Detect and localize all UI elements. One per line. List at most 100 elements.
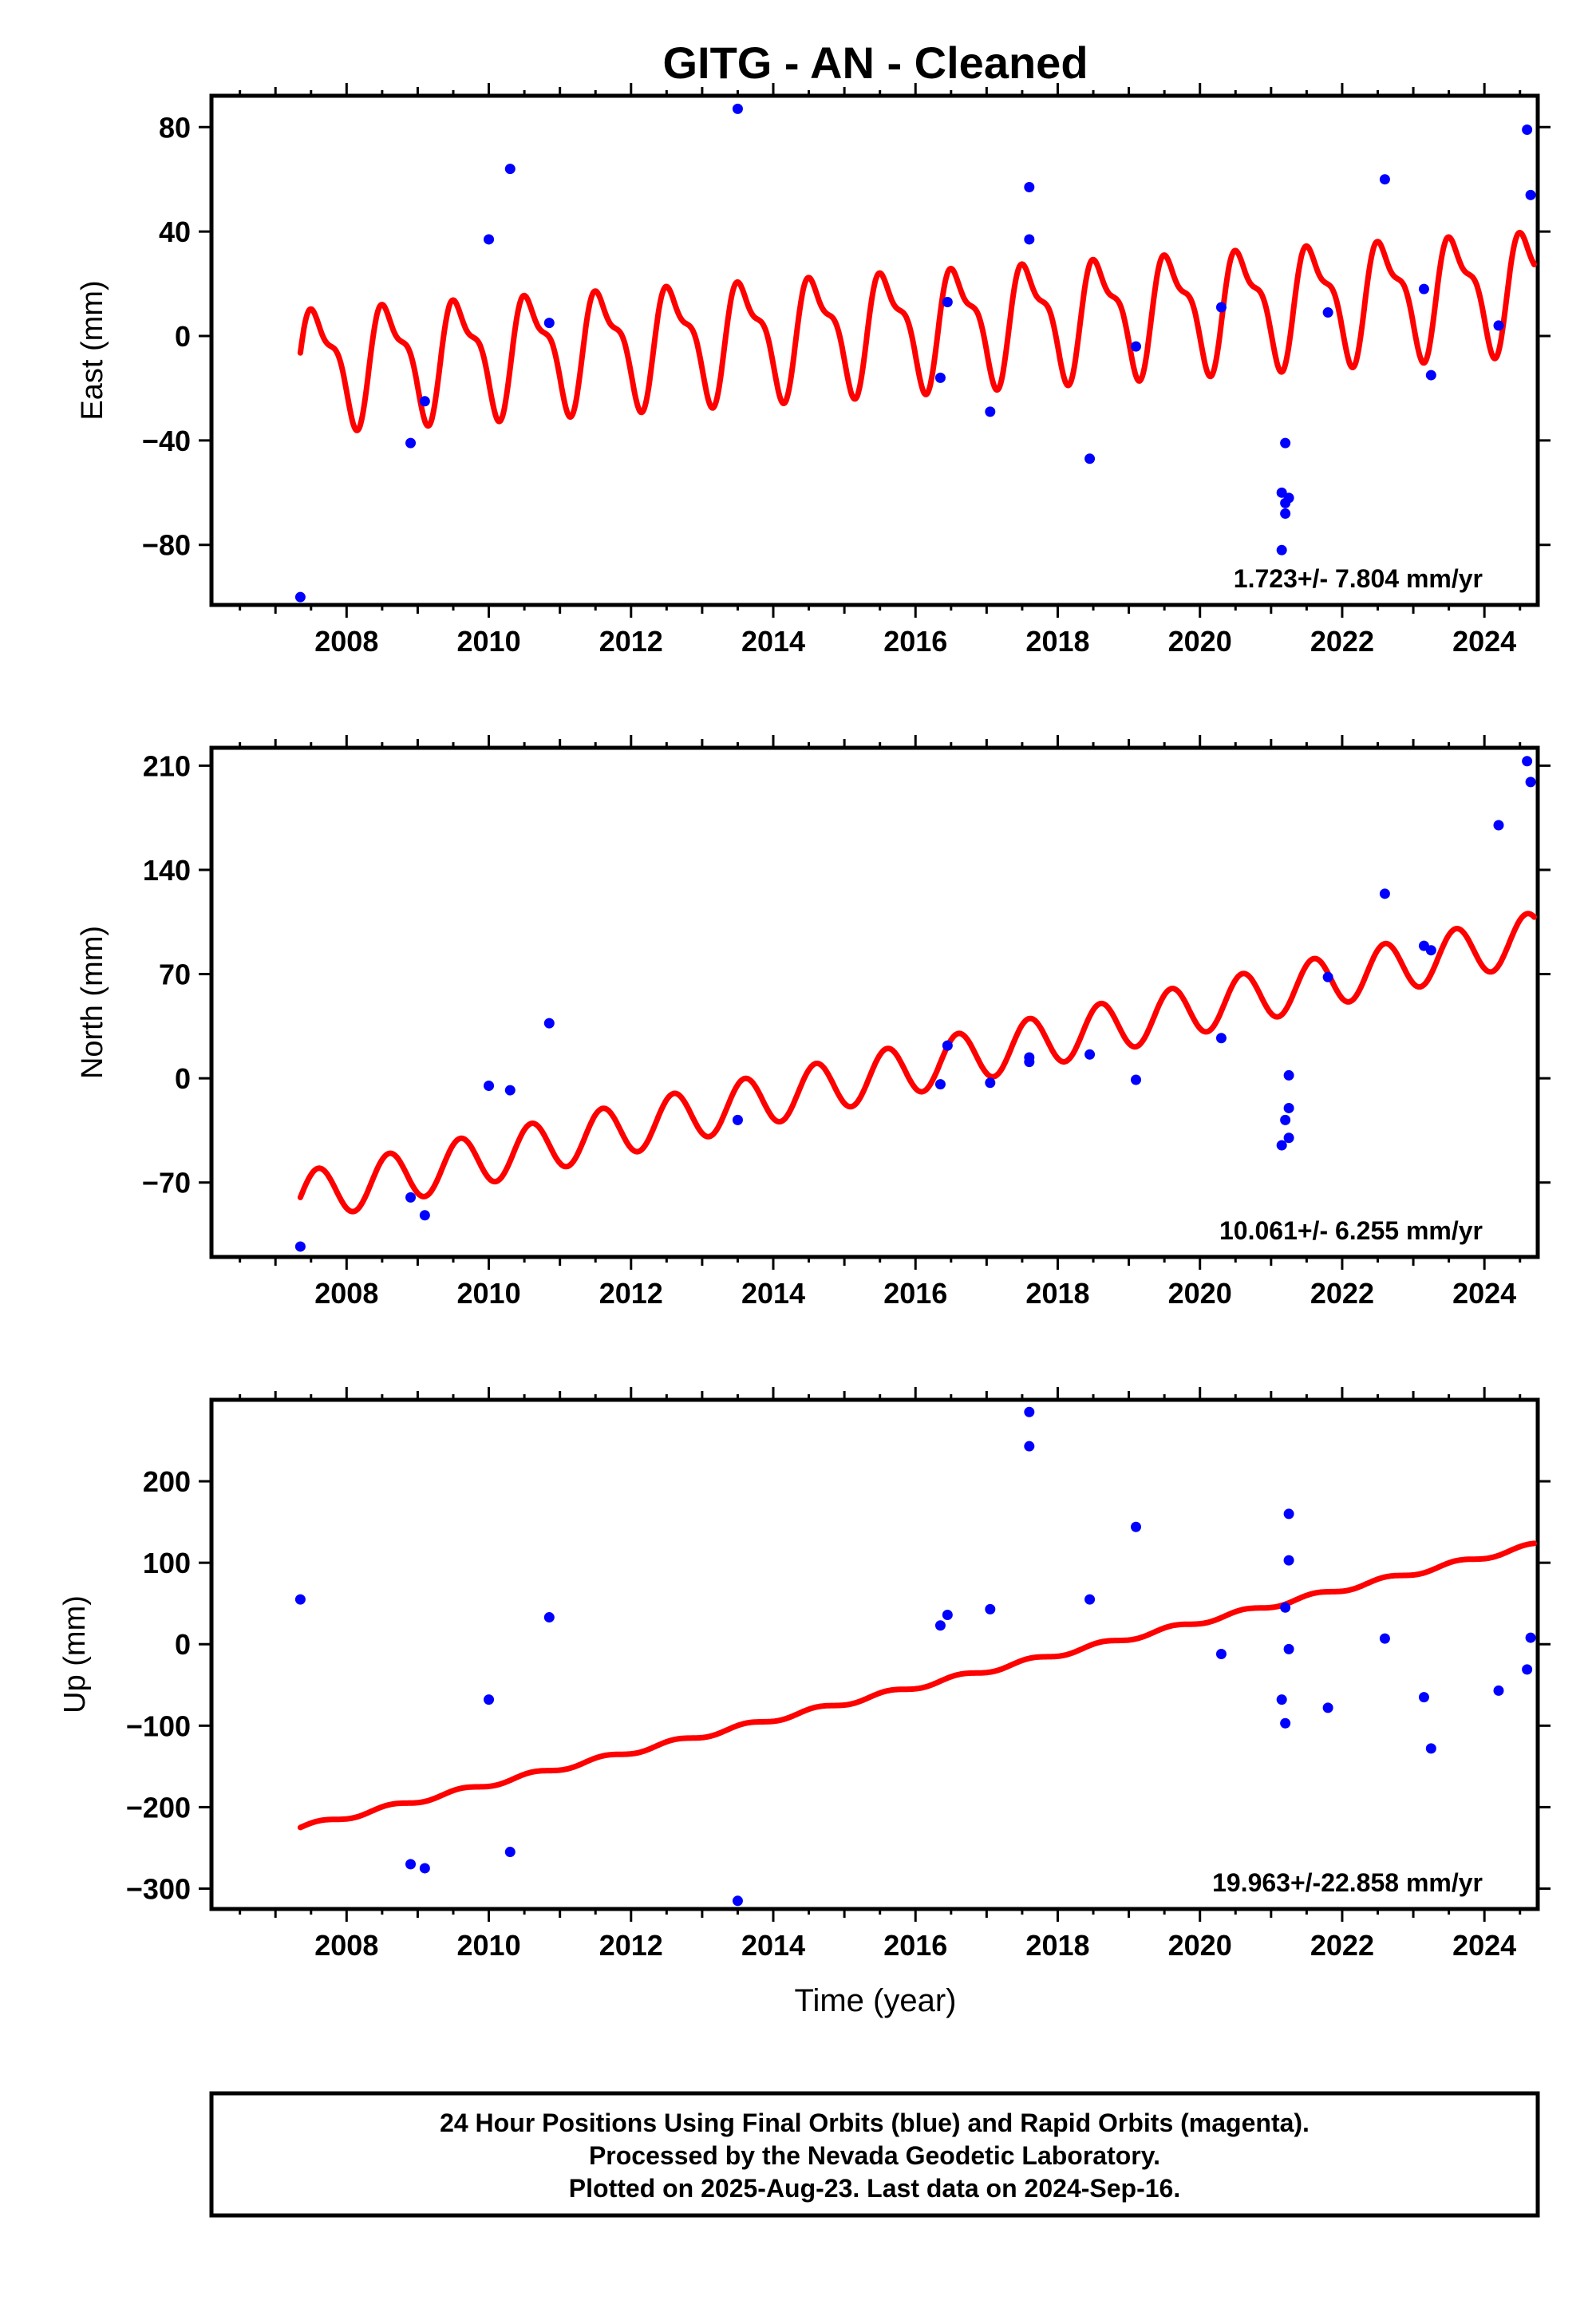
north-data-point (1283, 1132, 1294, 1144)
up-y-tick-label: −100 (126, 1709, 191, 1742)
up-data-point (732, 1895, 743, 1907)
east-panel: 2008 2010 2012 2014 2016 2018 2020 2022 2024 80 40… (76, 83, 1551, 658)
east-x-tick-label-2022: 2022 (1310, 625, 1374, 658)
east-y-tick-label: −80 (142, 529, 191, 562)
east-x-tick-label-2014: 2014 (741, 625, 805, 658)
east-data-point (1322, 307, 1333, 318)
up-x-tick-label-2024: 2024 (1452, 1929, 1516, 1962)
north-x-tick-label-2020: 2020 (1168, 1277, 1232, 1310)
up-x-tick-label-2008: 2008 (314, 1929, 378, 1962)
up-data-point (1522, 1664, 1533, 1675)
north-data-point (985, 1077, 996, 1089)
east-data-point (1024, 234, 1035, 245)
up-data-point (1283, 1643, 1294, 1654)
east-data-point (419, 396, 430, 407)
up-x-tick-label-2022: 2022 (1310, 1929, 1374, 1962)
up-model-fit-line (297, 1540, 1537, 1831)
east-data-point (543, 318, 555, 329)
north-data-point (405, 1192, 417, 1203)
north-data-point (1379, 888, 1390, 899)
east-y-tick-label: 40 (159, 215, 191, 248)
east-data-point (1280, 508, 1291, 519)
footer-line-2: Processed by the Nevada Geodetic Laborat… (589, 2141, 1160, 2170)
north-data-point (1215, 1033, 1227, 1044)
north-data-point (1280, 1114, 1291, 1125)
east-x-tick-label-2016: 2016 (883, 625, 947, 658)
up-rate-label: 19.963+/-22.858 mm/yr (1212, 1868, 1483, 1897)
up-x-tick-label-2016: 2016 (883, 1929, 947, 1962)
up-data-point (1283, 1508, 1294, 1520)
north-data-point (1525, 777, 1536, 788)
east-y-tick-label: −40 (142, 425, 191, 457)
east-data-point (1283, 492, 1294, 504)
up-x-tick-label-2014: 2014 (741, 1929, 805, 1962)
east-data-point (1276, 487, 1287, 498)
east-data-point (504, 164, 516, 175)
up-data-point (1280, 1717, 1291, 1729)
east-data-point (1379, 174, 1390, 185)
north-model-fit-line (297, 911, 1537, 1215)
up-plot-frame (209, 1397, 1540, 1911)
up-data-point (1130, 1521, 1141, 1532)
up-y-tick-label: −200 (126, 1791, 191, 1824)
up-y-tick-label: 0 (175, 1628, 191, 1661)
north-y-tick-label: 0 (175, 1062, 191, 1095)
north-data-point (1493, 820, 1504, 831)
east-data-point (1418, 283, 1429, 294)
north-data-point (1283, 1102, 1294, 1113)
north-x-tick-label-2014: 2014 (741, 1277, 805, 1310)
east-data-point (732, 103, 743, 114)
east-x-tick-label-2012: 2012 (599, 625, 663, 658)
north-y-tick-label: 140 (143, 854, 191, 887)
footer-line-1: 24 Hour Positions Using Final Orbits (bl… (440, 2109, 1310, 2137)
up-x-tick-label-2012: 2012 (599, 1929, 663, 1962)
up-data-point (1280, 1602, 1291, 1613)
north-x-tick-label-2018: 2018 (1025, 1277, 1089, 1310)
north-data-point (942, 1040, 953, 1051)
up-data-point (1425, 1743, 1436, 1754)
east-rate-label: 1.723+/- 7.804 mm/yr (1234, 564, 1483, 593)
north-data-point (1276, 1140, 1287, 1151)
east-data-point (934, 372, 946, 383)
east-data-point (1084, 453, 1096, 464)
north-x-tick-label-2022: 2022 (1310, 1277, 1374, 1310)
up-data-point (1215, 1648, 1227, 1659)
east-data-point (1525, 189, 1536, 200)
east-data-point (405, 437, 417, 449)
north-data-point (1522, 756, 1533, 767)
up-y-tick-label: −300 (126, 1872, 191, 1905)
east-data-point (985, 406, 996, 417)
east-plot-frame (209, 93, 1540, 607)
up-data-point (985, 1603, 996, 1614)
east-x-tick-label-2020: 2020 (1168, 625, 1232, 658)
east-data-point (1276, 544, 1287, 555)
east-data-point (1280, 437, 1291, 449)
up-data-point (1084, 1594, 1096, 1605)
east-y-axis-title: East (mm) (76, 280, 109, 420)
east-x-tick-label-2008: 2008 (314, 625, 378, 658)
north-data-point (1322, 971, 1333, 982)
figure-title: GITG - AN - Cleaned (662, 38, 1088, 88)
north-data-point (1024, 1052, 1035, 1063)
up-data-point (405, 1859, 417, 1870)
up-data-point (942, 1609, 953, 1620)
east-data-point (1130, 341, 1141, 352)
up-panel: 2008 2010 2012 2014 2016 2018 2020 2022 2024 200 1… (58, 1387, 1551, 1962)
up-x-tick-label-2010: 2010 (457, 1929, 521, 1962)
up-data-point (1525, 1632, 1536, 1643)
north-y-axis-title: North (mm) (76, 926, 109, 1079)
north-x-tick-label-2008: 2008 (314, 1277, 378, 1310)
up-data-point (504, 1847, 516, 1858)
east-data-point (1024, 182, 1035, 193)
north-x-tick-label-2010: 2010 (457, 1277, 521, 1310)
footer-line-3: Plotted on 2025-Aug-23. Last data on 202… (569, 2174, 1180, 2203)
up-x-tick-label-2020: 2020 (1168, 1929, 1232, 1962)
north-data-point (1084, 1049, 1096, 1060)
up-data-point (1024, 1406, 1035, 1417)
north-rate-label: 10.061+/- 6.255 mm/yr (1219, 1216, 1483, 1245)
east-x-tick-label-2024: 2024 (1452, 625, 1516, 658)
east-data-point (484, 234, 495, 245)
east-data-point (942, 296, 953, 307)
up-x-tick-label-2018: 2018 (1025, 1929, 1089, 1962)
